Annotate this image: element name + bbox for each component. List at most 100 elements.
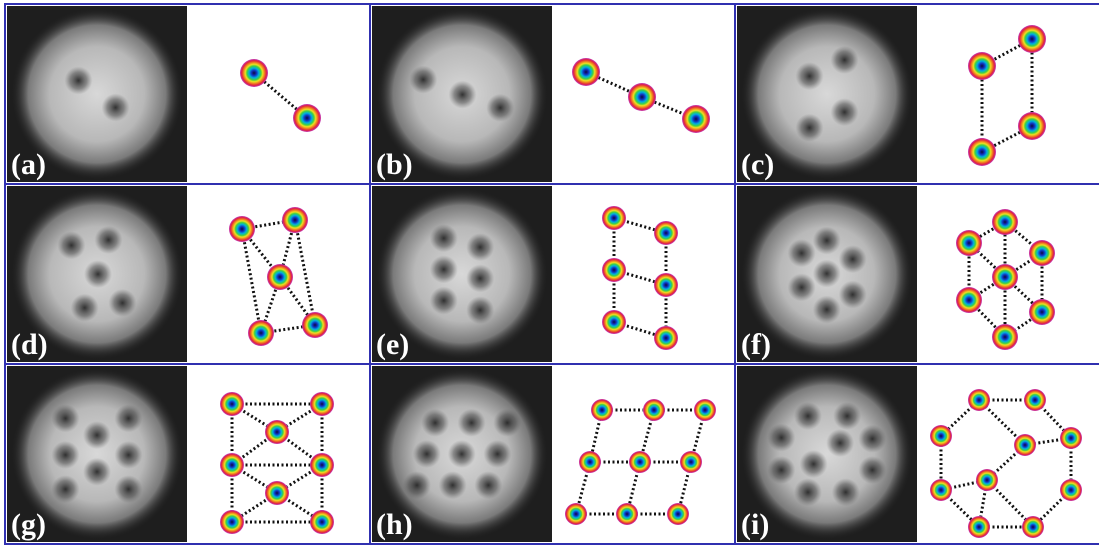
dark-spot bbox=[64, 67, 92, 95]
dark-spot bbox=[813, 296, 841, 324]
vortex-node bbox=[968, 389, 990, 411]
vortex-node bbox=[220, 392, 244, 416]
vortex-node bbox=[1060, 427, 1082, 449]
panel: (g) bbox=[5, 364, 370, 544]
vortex-node bbox=[572, 58, 600, 86]
dark-spot bbox=[57, 231, 85, 259]
dark-spot bbox=[108, 289, 136, 317]
dark-spot bbox=[448, 440, 476, 468]
dark-spot bbox=[832, 478, 860, 506]
dark-spot bbox=[466, 264, 494, 292]
vortex-node bbox=[1018, 25, 1046, 53]
dark-spot bbox=[788, 273, 816, 301]
vortex-node bbox=[229, 216, 255, 242]
dark-spot bbox=[826, 429, 854, 457]
vortex-node bbox=[1060, 479, 1082, 501]
panel-label: (h) bbox=[376, 508, 413, 541]
dark-spot bbox=[831, 46, 859, 74]
dark-spot bbox=[831, 98, 859, 126]
dark-spot bbox=[466, 296, 494, 324]
dark-spot bbox=[94, 226, 122, 254]
dark-spot bbox=[403, 471, 431, 499]
dark-spot bbox=[83, 421, 111, 449]
dark-spot bbox=[839, 281, 867, 309]
vortex-node bbox=[968, 516, 990, 538]
vortex-node bbox=[240, 59, 268, 87]
vortex-node bbox=[956, 230, 982, 256]
dark-spot bbox=[439, 471, 467, 499]
dark-spot bbox=[115, 475, 143, 503]
vortex-node bbox=[643, 399, 665, 421]
vortex-node bbox=[602, 310, 626, 334]
dark-spot bbox=[84, 260, 112, 288]
panel-label: (a) bbox=[11, 148, 46, 181]
dark-spot bbox=[448, 81, 476, 109]
panel: (d) bbox=[5, 184, 370, 364]
dark-spot bbox=[796, 62, 824, 90]
vortex-node bbox=[680, 451, 702, 473]
dark-spot bbox=[800, 450, 828, 478]
dark-spot bbox=[430, 255, 458, 283]
dark-spot bbox=[413, 440, 441, 468]
dark-spot bbox=[466, 233, 494, 261]
vortex-node bbox=[1014, 434, 1036, 456]
panel: (e) bbox=[370, 184, 735, 364]
vortex-node bbox=[310, 392, 334, 416]
vortex-node bbox=[976, 469, 998, 491]
vortex-node bbox=[310, 453, 334, 477]
vortex-node bbox=[1029, 240, 1055, 266]
dark-spot bbox=[409, 66, 437, 94]
vortex-node bbox=[579, 451, 601, 473]
vortex-node bbox=[591, 399, 613, 421]
dark-spot bbox=[83, 458, 111, 486]
figure: (a) (b) (c) (d)(e) (f) (g) (h) (i) bbox=[0, 0, 1099, 546]
vortex-node bbox=[265, 481, 289, 505]
panel-label: (e) bbox=[376, 328, 409, 361]
vortex-node bbox=[930, 425, 952, 447]
vortex-node bbox=[968, 138, 996, 166]
vortex-node bbox=[282, 207, 308, 233]
dark-spot bbox=[115, 441, 143, 469]
panel: (b) bbox=[370, 4, 735, 184]
panel-label: (g) bbox=[11, 508, 46, 541]
dark-spot bbox=[813, 260, 841, 288]
vortex-node bbox=[1018, 112, 1046, 140]
vortex-node bbox=[654, 326, 678, 350]
vortex-node bbox=[1029, 299, 1055, 325]
dark-spot bbox=[102, 94, 130, 122]
vortex-node bbox=[694, 399, 716, 421]
panel-label: (i) bbox=[741, 508, 769, 541]
vortex-node bbox=[616, 503, 638, 525]
vortex-node bbox=[302, 312, 328, 338]
panel: (h) bbox=[370, 364, 735, 544]
vortex-node bbox=[992, 209, 1018, 235]
dark-spot bbox=[430, 287, 458, 315]
panel: (f) bbox=[735, 184, 1099, 364]
dark-spot bbox=[767, 456, 795, 484]
vortex-node bbox=[293, 104, 321, 132]
dark-spot bbox=[833, 402, 861, 430]
dark-spot bbox=[483, 440, 511, 468]
vortex-node bbox=[628, 83, 656, 111]
vortex-node bbox=[1024, 389, 1046, 411]
panel-label: (b) bbox=[376, 148, 413, 181]
dark-spot bbox=[52, 475, 80, 503]
vortex-node bbox=[930, 479, 952, 501]
dark-spot bbox=[430, 224, 458, 252]
panel-label: (f) bbox=[741, 328, 771, 361]
vortex-node bbox=[968, 52, 996, 80]
dark-spot bbox=[794, 402, 822, 430]
vortex-node bbox=[629, 451, 651, 473]
dark-spot bbox=[858, 425, 886, 453]
dark-spot bbox=[115, 404, 143, 432]
dark-spot bbox=[839, 245, 867, 273]
vortex-node bbox=[992, 324, 1018, 350]
dark-spot bbox=[493, 409, 521, 437]
panel: (i) bbox=[735, 364, 1099, 544]
dark-spot bbox=[788, 239, 816, 267]
vortex-node bbox=[602, 258, 626, 282]
vortex-node bbox=[654, 221, 678, 245]
vortex-node bbox=[265, 420, 289, 444]
panel-label: (c) bbox=[741, 148, 774, 181]
dark-spot bbox=[474, 471, 502, 499]
